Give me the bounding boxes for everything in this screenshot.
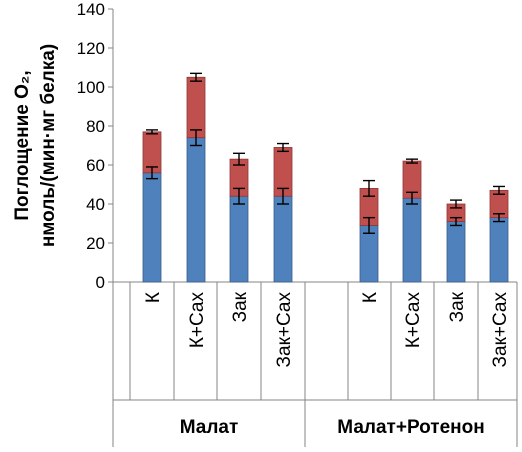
bar-segment-upper <box>186 76 206 139</box>
group-label: Малат <box>180 417 239 438</box>
y-tick-label: 0 <box>96 273 105 292</box>
bar-segment-lower <box>229 195 249 283</box>
category-label: Зак+Сах <box>490 292 511 368</box>
y-axis-label-line: Поглощение О₂, <box>12 70 33 220</box>
category-label: Зак+Сах <box>274 292 295 368</box>
bar-segment-lower <box>489 217 509 283</box>
bar-segment-lower <box>142 172 162 283</box>
category-label: К+Сах <box>187 292 208 349</box>
bar-segment-lower <box>402 197 422 283</box>
category-label: Зак <box>447 291 468 322</box>
y-tick-label: 120 <box>77 39 105 58</box>
y-tick-label: 100 <box>77 78 105 97</box>
bar-segment-lower <box>446 221 466 283</box>
y-axis-label: Поглощение О₂, нмоль/(мин·мг белка) <box>12 44 59 247</box>
axes: 0 20 40 60 80 100 120 140 <box>77 0 518 447</box>
y-tick-label: 40 <box>86 195 105 214</box>
y-tick-label: 80 <box>86 117 105 136</box>
y-tick-label: 140 <box>77 0 105 19</box>
category-label: К <box>360 292 381 303</box>
bar-segment-lower <box>273 195 293 283</box>
category-label: К+Сах <box>403 292 424 349</box>
x-axis-labels: К К+Сах Зак Зак+Сах К К+Сах Зак Зак+Сах Малат Мал… <box>143 291 511 438</box>
category-label: К <box>143 292 164 303</box>
category-label: Зак <box>230 291 251 322</box>
group-label: Малат+Ротенон <box>337 417 484 438</box>
bar-segment-lower <box>186 137 206 283</box>
y-tick-label: 20 <box>86 234 105 253</box>
y-axis-label-line: нмоль/(мин·мг белка) <box>38 44 59 247</box>
y-tick-label: 60 <box>86 156 105 175</box>
bars <box>142 72 509 283</box>
